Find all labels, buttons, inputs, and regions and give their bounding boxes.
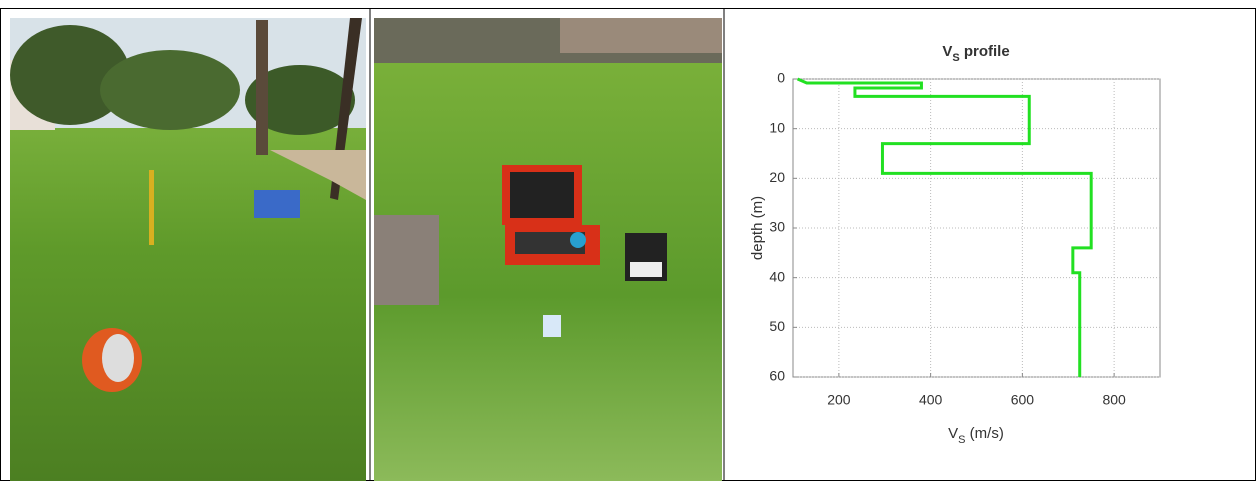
x-tick-label: 200 bbox=[827, 392, 851, 408]
xlabel-sub: S bbox=[958, 434, 965, 446]
y-axis-label: depth (m) bbox=[749, 196, 766, 260]
x-axis-label: VS (m/s) bbox=[948, 425, 1004, 446]
photo-equipment bbox=[374, 18, 722, 481]
y-tick-label: 30 bbox=[769, 219, 785, 235]
y-tick-label: 0 bbox=[777, 70, 785, 86]
x-tick-label: 800 bbox=[1102, 392, 1126, 408]
x-tick-label: 400 bbox=[919, 392, 943, 408]
photo-field bbox=[10, 18, 366, 481]
xlabel-main: V bbox=[948, 425, 958, 442]
y-tick-label: 60 bbox=[769, 368, 785, 384]
title-sub: S bbox=[952, 52, 959, 64]
y-tick-label: 40 bbox=[769, 268, 785, 284]
title-rest: profile bbox=[960, 43, 1010, 60]
title-main: V bbox=[942, 43, 952, 60]
xlabel-rest: (m/s) bbox=[966, 425, 1004, 442]
y-tick-label: 20 bbox=[769, 169, 785, 185]
y-tick-label: 50 bbox=[769, 318, 785, 334]
profile-line bbox=[796, 77, 1093, 377]
chart-title: VS profile bbox=[942, 43, 1009, 64]
y-tick-label: 10 bbox=[769, 119, 785, 135]
x-tick-label: 600 bbox=[1011, 392, 1035, 408]
